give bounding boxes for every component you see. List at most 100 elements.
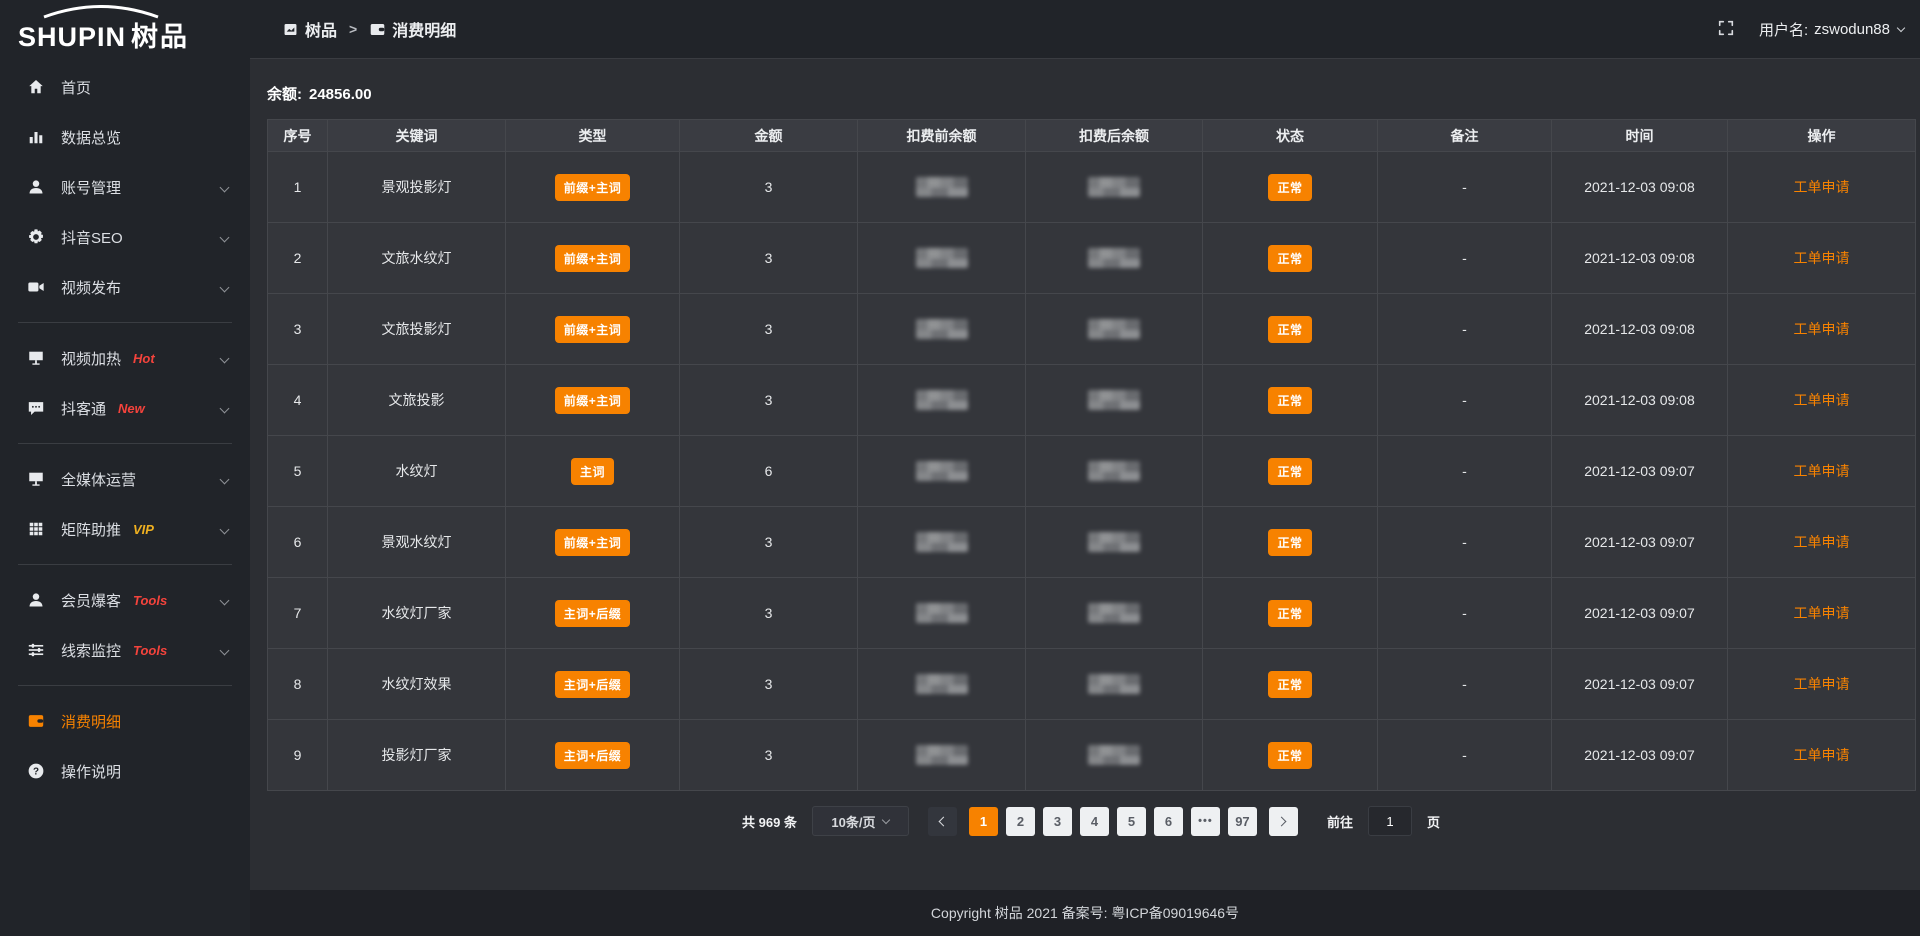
cell-pre-balance	[857, 364, 1026, 436]
chevron-down-icon	[219, 232, 230, 242]
type-badge: 主词+后缀	[554, 599, 631, 627]
cell-type: 主词+后缀	[505, 648, 680, 720]
chevron-down-icon	[219, 282, 230, 292]
cell-type: 前缀+主词	[505, 506, 680, 578]
app-logo[interactable]: SHUPIN 树品	[0, 0, 250, 59]
sidebar-item-label: 全媒体运营	[61, 471, 137, 489]
page-button-97[interactable]: 97	[1227, 806, 1257, 836]
cell-status: 正常	[1202, 577, 1378, 649]
sidebar-item-会员爆客[interactable]: 会员爆客 Tools	[0, 575, 250, 625]
cell-action: 工单申请	[1727, 293, 1916, 365]
breadcrumb-item-home[interactable]: 树品	[282, 17, 337, 41]
cell-pre-balance	[857, 648, 1026, 720]
sidebar-item-数据总览[interactable]: 数据总览	[0, 112, 250, 162]
work-order-link[interactable]: 工单申请	[1793, 463, 1850, 479]
type-badge: 前缀+主词	[554, 528, 631, 556]
cell-status: 正常	[1202, 222, 1378, 294]
work-order-link[interactable]: 工单申请	[1793, 747, 1850, 763]
work-order-link[interactable]: 工单申请	[1793, 179, 1850, 195]
sidebar-item-线索监控[interactable]: 线索监控 Tools	[0, 625, 250, 675]
work-order-link[interactable]: 工单申请	[1793, 321, 1850, 337]
balance-value: 24856.00	[309, 86, 372, 103]
sidebar-item-账号管理[interactable]: 账号管理	[0, 162, 250, 212]
page-button-6[interactable]: 6	[1153, 806, 1183, 836]
sidebar-item-矩阵助推[interactable]: 矩阵助推 VIP	[0, 504, 250, 554]
cell-post-balance	[1025, 222, 1203, 294]
cell-pre-balance	[857, 506, 1026, 578]
redacted-balance	[1088, 461, 1140, 481]
sidebar-menu: 首页 数据总览 账号管理 抖音SEO 视频发布视频加热 Hot 抖客通 New 全媒体运营矩阵助…	[0, 59, 250, 796]
column-header-1: 关键词	[327, 119, 506, 152]
cell-remark: -	[1377, 222, 1552, 294]
screen-icon	[26, 348, 46, 368]
cell-keyword: 景观投影灯	[327, 151, 506, 223]
sidebar-item-首页[interactable]: 首页	[0, 62, 250, 112]
cell-status: 正常	[1202, 506, 1378, 578]
redacted-balance	[1088, 603, 1140, 623]
sidebar-item-操作说明[interactable]: ? 操作说明	[0, 746, 250, 796]
status-badge: 正常	[1268, 386, 1312, 414]
menu-divider	[18, 443, 232, 444]
page-button-5[interactable]: 5	[1116, 806, 1146, 836]
cell-time: 2021-12-03 09:07	[1551, 506, 1728, 578]
sidebar-item-视频加热[interactable]: 视频加热 Hot	[0, 333, 250, 383]
sidebar-item-badge: Tools	[133, 592, 168, 608]
column-header-0: 序号	[267, 119, 328, 152]
cell-keyword: 水纹灯	[327, 435, 506, 507]
sidebar-item-label: 消费明细	[61, 713, 122, 731]
column-header-9: 操作	[1727, 119, 1916, 152]
page-size-select[interactable]: 10条/页	[811, 806, 909, 836]
page-button-1[interactable]: 1	[968, 806, 998, 836]
sidebar-item-label: 会员爆客	[61, 592, 122, 610]
sidebar-item-视频发布[interactable]: 视频发布	[0, 262, 250, 312]
sidebar-item-badge: New	[118, 400, 145, 416]
status-badge: 正常	[1268, 173, 1312, 201]
work-order-link[interactable]: 工单申请	[1793, 605, 1850, 621]
prev-page-button[interactable]	[927, 806, 957, 836]
sidebar-item-抖客通[interactable]: 抖客通 New	[0, 383, 250, 433]
sidebar-item-label: 视频加热	[61, 350, 122, 368]
work-order-link[interactable]: 工单申请	[1793, 534, 1850, 550]
cell-no: 9	[267, 719, 328, 791]
cell-status: 正常	[1202, 719, 1378, 791]
page-button-2[interactable]: 2	[1005, 806, 1035, 836]
page-button-4[interactable]: 4	[1079, 806, 1109, 836]
cell-remark: -	[1377, 364, 1552, 436]
redacted-balance	[1088, 319, 1140, 339]
type-badge: 前缀+主词	[554, 244, 631, 272]
column-header-7: 备注	[1377, 119, 1552, 152]
page-button-3[interactable]: 3	[1042, 806, 1072, 836]
cell-type: 主词+后缀	[505, 577, 680, 649]
sidebar-item-label: 矩阵助推	[61, 521, 122, 539]
fullscreen-button[interactable]	[1717, 19, 1737, 39]
redacted-balance	[915, 461, 968, 481]
status-badge: 正常	[1268, 599, 1312, 627]
type-badge: 主词+后缀	[554, 670, 631, 698]
work-order-link[interactable]: 工单申请	[1793, 676, 1850, 692]
breadcrumb-item-current[interactable]: 消费明细	[369, 17, 456, 41]
cell-no: 3	[267, 293, 328, 365]
menu-divider	[18, 685, 232, 686]
next-page-button[interactable]	[1268, 806, 1298, 836]
cell-action: 工单申请	[1727, 435, 1916, 507]
sidebar-item-消费明细[interactable]: 消费明细	[0, 696, 250, 746]
sidebar-item-抖音SEO[interactable]: 抖音SEO	[0, 212, 250, 262]
sidebar-item-全媒体运营[interactable]: 全媒体运营	[0, 454, 250, 504]
chevron-down-icon	[882, 815, 891, 825]
user-menu[interactable]: 用户名: zswodun88	[1758, 19, 1906, 40]
work-order-link[interactable]: 工单申请	[1793, 392, 1850, 408]
work-order-link[interactable]: 工单申请	[1793, 250, 1850, 266]
chevron-down-icon	[219, 353, 230, 363]
column-header-8: 时间	[1551, 119, 1728, 152]
cell-keyword: 水纹灯效果	[327, 648, 506, 720]
top-header: 树品 > 消费明细 用户名: zswodun88	[250, 0, 1920, 59]
status-badge: 正常	[1268, 670, 1312, 698]
more-pages-button[interactable]: •••	[1190, 806, 1220, 836]
redacted-balance	[1088, 248, 1140, 268]
username-label: 用户名:	[1758, 21, 1809, 39]
cell-type: 前缀+主词	[505, 151, 680, 223]
main-content: 余额: 24856.00 序号 关键词 类型 金额 扣费前余额 扣费后余额 状态 备注 时间 操作 …	[250, 60, 1920, 836]
goto-page-input[interactable]	[1367, 806, 1412, 836]
redacted-balance	[915, 674, 968, 694]
cell-amount: 3	[679, 506, 858, 578]
